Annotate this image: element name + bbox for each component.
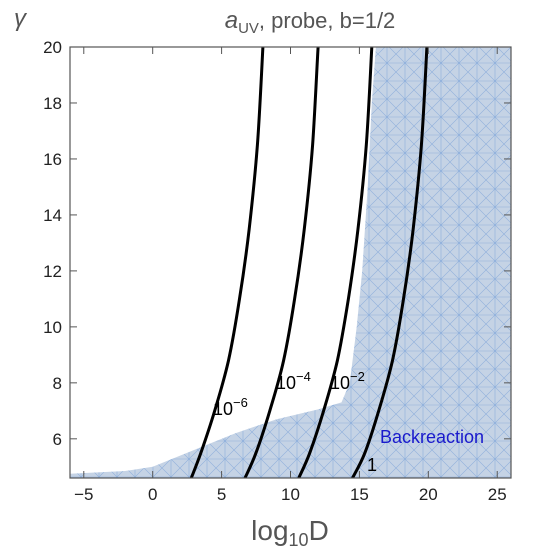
y-tick-label: 18 [43, 94, 62, 113]
contour-label: 10−6 [213, 395, 248, 419]
title-sub: UV [238, 20, 259, 37]
contour-line [243, 47, 320, 478]
contour-label: 10−2 [330, 369, 365, 393]
contour-label: 1 [367, 455, 377, 475]
y-tick-label: 6 [53, 430, 62, 449]
chart-title: aUV, probe, b=1/2 [225, 7, 396, 37]
y-tick-label: 10 [43, 318, 62, 337]
xlabel-sub: 10 [289, 530, 309, 550]
contour-line [189, 47, 265, 478]
title-main: a [225, 7, 238, 34]
y-tick-label: 16 [43, 150, 62, 169]
x-tick-label: 15 [350, 485, 369, 504]
x-tick-label: 10 [281, 485, 300, 504]
contour-label: 10−4 [276, 369, 311, 393]
plot-area: Backreaction [70, 47, 511, 478]
x-tick-label: 5 [217, 485, 226, 504]
x-tick-label: 25 [488, 485, 507, 504]
y-tick-label: 20 [43, 38, 62, 57]
y-tick-label: 12 [43, 262, 62, 281]
y-tick-label: 14 [43, 206, 62, 225]
axis-ticks: −5 0 5 10 15 20 25 6 8 10 12 14 16 18 20 [43, 38, 511, 504]
x-tick-label: 20 [419, 485, 438, 504]
x-axis-label: log10D [251, 515, 329, 550]
y-tick-label: 8 [53, 374, 62, 393]
xlabel-main: log [251, 515, 288, 546]
x-tick-label: −5 [74, 485, 93, 504]
contour-line [297, 47, 374, 478]
title-rest: , probe, b=1/2 [259, 8, 395, 33]
backreaction-region [70, 47, 511, 478]
x-tick-label: 0 [148, 485, 157, 504]
y-axis-label: γ [14, 5, 28, 32]
contour-line [351, 47, 429, 478]
xlabel-rest: D [309, 515, 329, 546]
contour-labels: 10−6 10−4 10−2 1 [213, 369, 377, 475]
backreaction-label: Backreaction [380, 427, 484, 447]
